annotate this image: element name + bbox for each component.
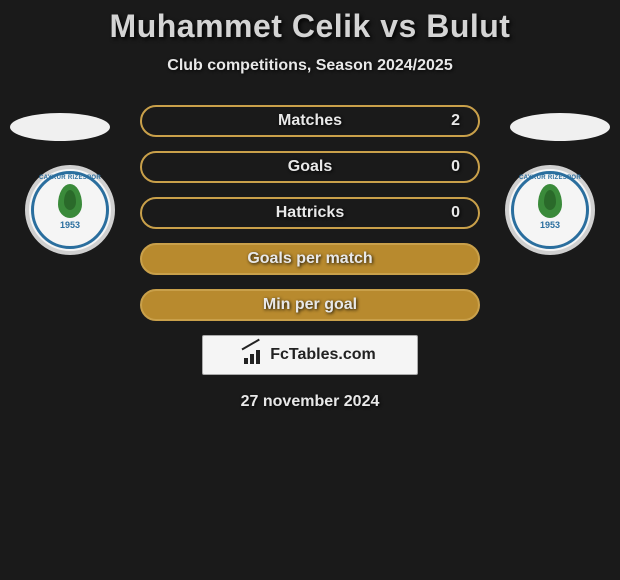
stat-value: 0 xyxy=(451,158,460,176)
stat-row: Goals 0 xyxy=(140,151,480,183)
stat-label: Matches xyxy=(278,112,342,130)
stat-row: Goals per match xyxy=(140,243,480,275)
stat-label: Goals xyxy=(288,158,332,176)
stat-row: Hattricks 0 xyxy=(140,197,480,229)
stat-row: Min per goal xyxy=(140,289,480,321)
stat-value: 2 xyxy=(451,112,460,130)
footer-date: 27 november 2024 xyxy=(0,393,620,411)
stat-value: 0 xyxy=(451,204,460,222)
leaf-icon xyxy=(538,184,562,218)
leaf-icon xyxy=(58,184,82,218)
club-badge-left: CAYKUR RIZESPOR 1953 xyxy=(25,165,115,255)
badge-year: 1953 xyxy=(540,220,560,230)
badge-club-name: CAYKUR RIZESPOR xyxy=(29,175,111,181)
brand-box: FcTables.com xyxy=(202,335,418,375)
stat-bars: Matches 2 Goals 0 Hattricks 0 Goals per match M… xyxy=(140,105,480,321)
badge-year: 1953 xyxy=(60,220,80,230)
club-badge-right: CAYKUR RIZESPOR 1953 xyxy=(505,165,595,255)
stat-label: Goals per match xyxy=(247,250,372,268)
stat-label: Hattricks xyxy=(276,204,344,222)
stat-label: Min per goal xyxy=(263,296,357,314)
player-right-oval xyxy=(510,113,610,141)
brand-chart-icon xyxy=(244,346,266,364)
stat-row: Matches 2 xyxy=(140,105,480,137)
brand-text: FcTables.com xyxy=(270,346,376,364)
page-subtitle: Club competitions, Season 2024/2025 xyxy=(0,57,620,75)
player-left-oval xyxy=(10,113,110,141)
page-title: Muhammet Celik vs Bulut xyxy=(0,0,620,45)
comparison-panel: CAYKUR RIZESPOR 1953 CAYKUR RIZESPOR 195… xyxy=(0,105,620,411)
badge-club-name: CAYKUR RIZESPOR xyxy=(509,175,591,181)
